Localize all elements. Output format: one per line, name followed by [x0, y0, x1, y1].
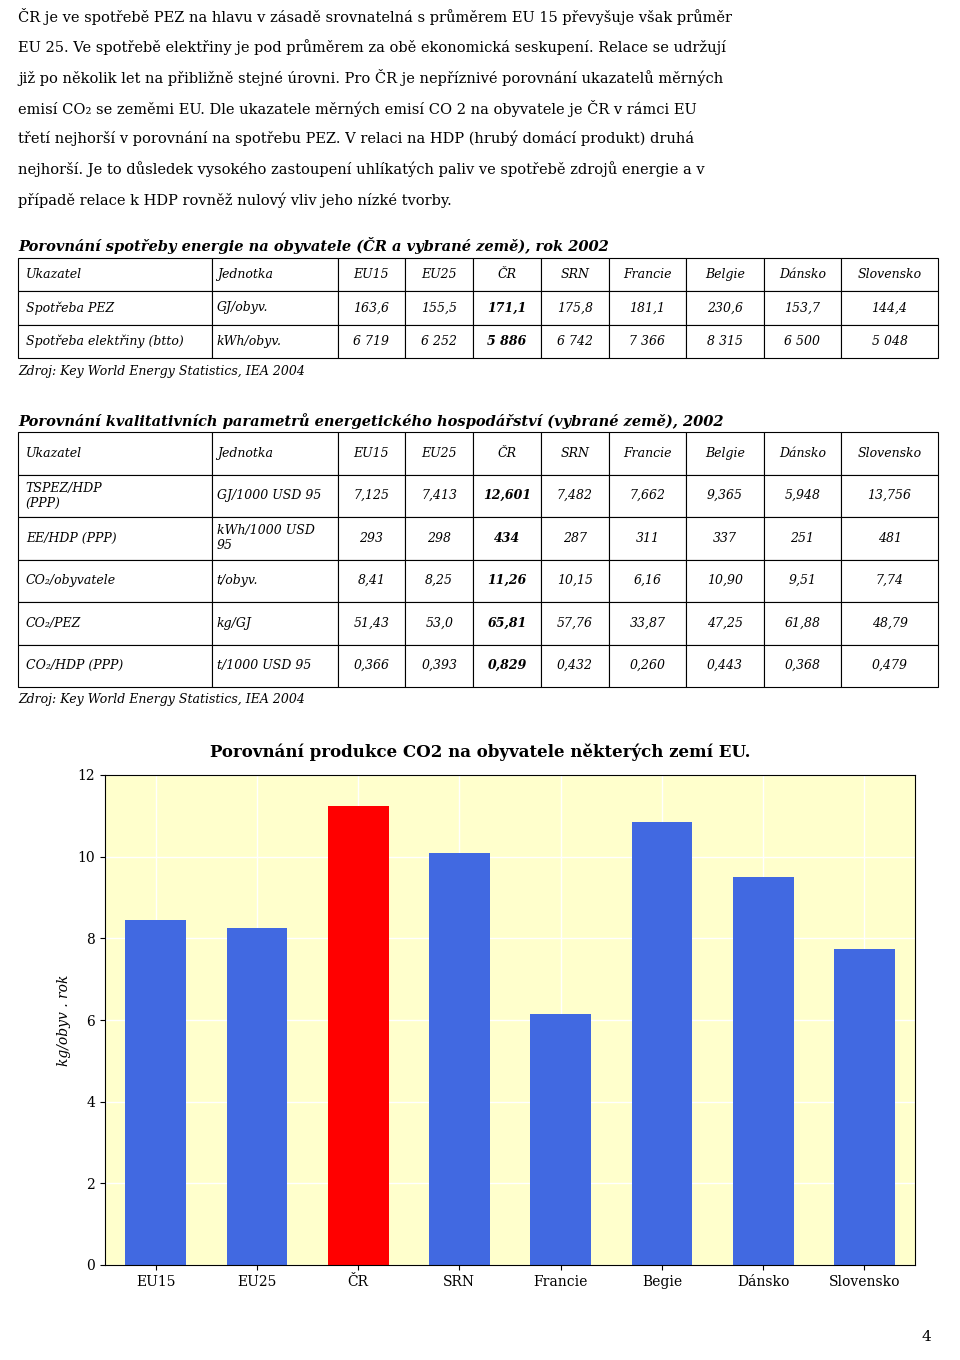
Text: již po několik let na přibližně stejné úrovni. Pro ČR je nepříznivé porovnání uk: již po několik let na přibližně stejné ú… — [18, 69, 723, 87]
Y-axis label: kg/obyv . rok: kg/obyv . rok — [57, 974, 71, 1066]
Text: Porovnání spotřeby energie na obyvatele (ČR a vybrané země), rok 2002: Porovnání spotřeby energie na obyvatele … — [18, 238, 609, 254]
Text: nejhorší. Je to důsledek vysokého zastoupení uhlíkatých paliv ve spotřebě zdrojů: nejhorší. Je to důsledek vysokého zastou… — [18, 162, 705, 177]
Text: Zdroj: Key World Energy Statistics, IEA 2004: Zdroj: Key World Energy Statistics, IEA … — [18, 694, 305, 706]
Text: případě relace k HDP rovněž nulový vliv jeho nízké tvorby.: případě relace k HDP rovněž nulový vliv … — [18, 192, 452, 208]
Text: ČR je ve spotřebě PEZ na hlavu v zásadě srovnatelná s průměrem EU 15 převyšuje v: ČR je ve spotřebě PEZ na hlavu v zásadě … — [18, 8, 732, 24]
Text: EU 25. Ve spotřebě elektřiny je pod průměrem za obě ekonomická seskupení. Relace: EU 25. Ve spotřebě elektřiny je pod prům… — [18, 38, 726, 54]
Text: Porovnání produkce CO2 na obyvatele některých zemí EU.: Porovnání produkce CO2 na obyvatele někt… — [209, 744, 751, 760]
Text: emisí CO₂ se zeměmi EU. Dle ukazatele měrných emisí CO 2 na obyvatele je ČR v rá: emisí CO₂ se zeměmi EU. Dle ukazatele mě… — [18, 101, 697, 117]
Bar — [227, 928, 287, 1265]
Bar — [125, 919, 186, 1265]
Text: 4: 4 — [922, 1330, 931, 1344]
Text: Zdroj: Key World Energy Statistics, IEA 2004: Zdroj: Key World Energy Statistics, IEA … — [18, 366, 305, 378]
Bar — [632, 821, 692, 1265]
Bar — [732, 877, 794, 1265]
Text: Porovnání kvalitativních parametrů energetického hospodářství (vybrané země), 20: Porovnání kvalitativních parametrů energ… — [18, 413, 724, 428]
Bar — [530, 1013, 591, 1265]
Bar — [429, 853, 490, 1265]
Bar — [834, 948, 895, 1265]
Text: třetí nejhorší v porovnání na spotřebu PEZ. V relaci na HDP (hrubý domácí produk: třetí nejhorší v porovnání na spotřebu P… — [18, 131, 694, 147]
Bar — [327, 805, 389, 1265]
